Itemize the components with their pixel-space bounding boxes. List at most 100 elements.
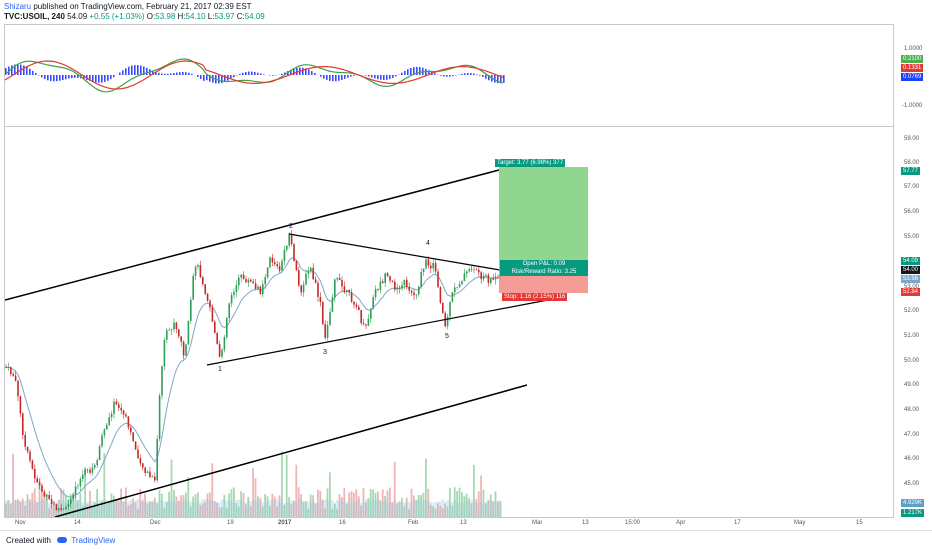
risk-reward-label: Risk/Reward Ratio: 3.25	[511, 269, 577, 275]
candle-body	[401, 285, 403, 289]
macd-histogram-bar	[50, 75, 52, 82]
volume-bar	[276, 506, 278, 517]
macd-histogram-bar	[371, 75, 373, 78]
volume-ma-area	[350, 499, 353, 518]
volume-bar	[391, 502, 394, 517]
volume-ma-area	[204, 499, 207, 518]
triangle-lower-line[interactable]	[206, 298, 554, 366]
candle-body	[67, 503, 70, 507]
volume-ma-area	[225, 500, 228, 519]
macd-histogram-bar	[209, 75, 211, 82]
price-pane[interactable]: Target: 3.77 (6.98%) 377 Open P&L: 0.09 …	[4, 127, 894, 521]
created-with-text: Created with	[6, 536, 51, 545]
volume-bar	[74, 490, 77, 517]
candle-body	[274, 262, 276, 265]
macd-pane[interactable]	[4, 24, 894, 127]
volume-ma-area	[199, 501, 202, 520]
target-zone[interactable]	[499, 167, 588, 267]
candle-body	[211, 307, 214, 322]
volume-bar	[401, 497, 403, 517]
time-tick-label: Nov	[15, 520, 26, 526]
volume-bar	[432, 506, 434, 517]
candle-body	[79, 478, 82, 487]
osc-tag-macd: 0.1331	[901, 64, 924, 72]
channel-lower-line[interactable]	[54, 384, 528, 518]
volume-bar	[245, 504, 247, 517]
triangle-upper-line[interactable]	[288, 233, 501, 271]
candle-body	[120, 407, 122, 411]
candle-body	[86, 469, 89, 471]
candle-body	[262, 284, 264, 294]
candle-body	[187, 320, 190, 345]
time-tick-label: 2017	[278, 520, 292, 526]
price-axis[interactable]: 1.0000 -1.0000 0.2100 0.1331 0.0769 59.0…	[895, 24, 932, 518]
channel-upper-line[interactable]	[4, 169, 500, 301]
candle-body	[194, 266, 197, 276]
candle-body	[372, 297, 374, 309]
candle-body	[259, 286, 262, 294]
candle-body	[5, 367, 7, 368]
candle-body	[490, 278, 492, 283]
candle-body	[77, 486, 79, 487]
candle-body	[302, 284, 305, 293]
candle-body	[478, 269, 480, 273]
volume-ma-area	[420, 502, 423, 521]
stop-label[interactable]: Stop: 1.16 (2.15%) 116	[502, 293, 568, 301]
tradingview-link[interactable]: TradingView	[71, 536, 116, 545]
volume-bar	[139, 488, 142, 517]
candle-body	[341, 280, 343, 287]
volume-ma-area	[218, 502, 221, 521]
volume-bar	[233, 487, 235, 517]
volume-ma-area	[451, 502, 454, 521]
macd-histogram-bar	[320, 75, 322, 77]
volume-bar	[389, 487, 391, 517]
volume-ma-area	[362, 501, 365, 520]
candle-body	[482, 275, 485, 280]
volume-ma-area	[206, 499, 209, 518]
volume-bar	[125, 487, 127, 517]
macd-histogram-bar	[98, 75, 100, 83]
volume-ma-area	[271, 499, 274, 518]
volume-ma-area	[86, 501, 89, 520]
time-tick-label: 17	[734, 520, 741, 526]
candle-body	[238, 277, 240, 286]
volume-ma-area	[182, 499, 185, 518]
volume-bar	[230, 489, 233, 517]
volume-ma-area	[396, 502, 399, 521]
macd-histogram-bar	[236, 75, 238, 76]
candle-body	[463, 273, 466, 282]
volume-bar	[417, 494, 420, 517]
volume-ma-area	[441, 499, 444, 518]
volume-bar	[398, 501, 401, 517]
macd-histogram-bar	[365, 75, 367, 76]
candle-body	[192, 275, 194, 300]
macd-histogram-bar	[191, 73, 193, 75]
volume-bar	[72, 493, 74, 517]
chart-header: Shizaru published on TradingView.com, Fe…	[0, 0, 932, 22]
candle-body	[257, 286, 259, 289]
candle-body	[343, 286, 346, 292]
volume-bar	[177, 500, 180, 517]
candle-body	[475, 269, 478, 271]
symbol-label[interactable]: TVC:USOIL, 240	[4, 12, 65, 21]
volume-bar	[197, 492, 199, 517]
macd-histogram-bar	[479, 75, 481, 76]
macd-histogram-bar	[401, 72, 403, 75]
macd-histogram-bar	[77, 75, 79, 78]
volume-bar	[357, 496, 360, 517]
volume-bar	[53, 501, 55, 517]
candle-body	[122, 410, 125, 415]
macd-histogram-bar	[407, 69, 409, 75]
time-axis[interactable]: Nov 14 Dec 19 2017 16 Feb 13 Mar 13 15:00 Apr 17 May 1…	[4, 518, 894, 528]
author-link[interactable]: Shizaru	[4, 2, 32, 11]
osc-axis-top: 1.0000	[904, 46, 923, 52]
macd-histogram-bar	[305, 68, 307, 75]
volume-ma-area	[110, 500, 113, 519]
pl-box[interactable]: Open P&L: 0.09 Risk/Reward Ratio: 3.25	[500, 260, 588, 276]
target-label[interactable]: Target: 3.77 (6.98%) 377	[495, 159, 566, 167]
volume-bar	[249, 506, 252, 517]
macd-histogram-bar	[59, 75, 61, 81]
macd-histogram-bar	[284, 72, 286, 75]
volume-bar	[441, 508, 444, 517]
volume-ma-area	[302, 502, 305, 521]
